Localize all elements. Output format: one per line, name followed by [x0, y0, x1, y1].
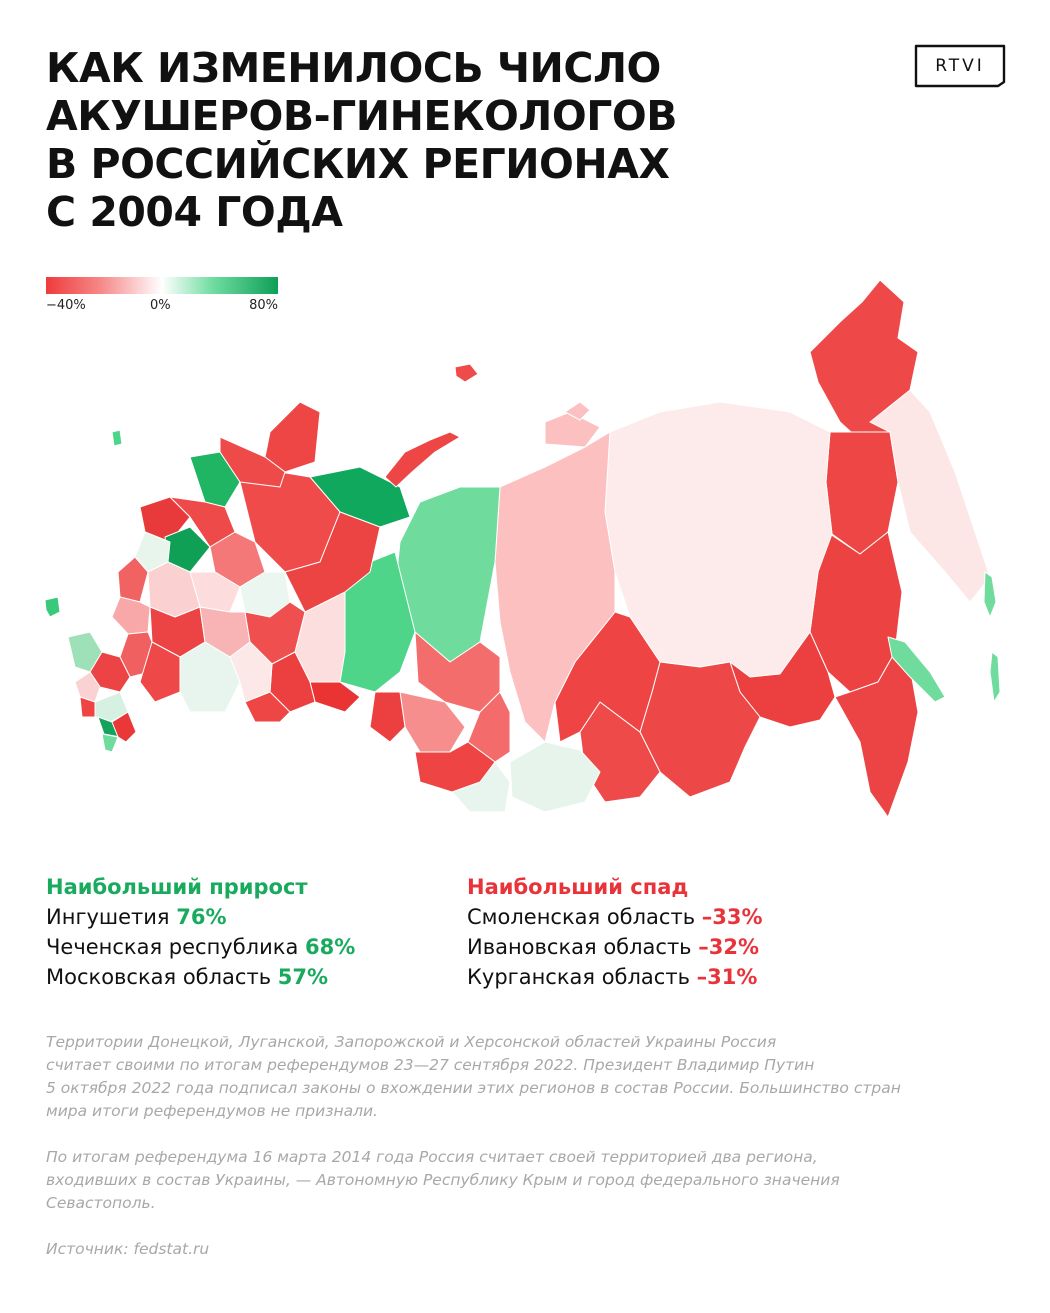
note-line: считает своими по итогам референдумов 23… [46, 1056, 815, 1074]
map-region [509, 741, 601, 813]
map-region [887, 636, 946, 703]
map-region [111, 711, 137, 743]
territory-note: Территории Донецкой, Луганской, Запорожс… [46, 1031, 1006, 1123]
map-region [414, 741, 496, 793]
map-region [564, 401, 591, 421]
map-region [139, 496, 191, 543]
region-name: Смоленская область [467, 905, 696, 929]
decline-item: Курганская область –31% [467, 962, 763, 992]
map-region [869, 389, 991, 603]
legend-mid-label: 0% [150, 298, 171, 313]
top-growth-list: Наибольший прирост Ингушетия 76% Чеченск… [46, 872, 355, 992]
growth-heading: Наибольший прирост [46, 875, 308, 899]
region-name: Ингушетия [46, 905, 170, 929]
region-value: –33% [701, 905, 763, 929]
map-region [219, 436, 286, 488]
region-value: –32% [698, 935, 760, 959]
map-region [79, 696, 96, 718]
legend-min-label: −40% [46, 298, 86, 313]
region-name: Московская область [46, 965, 272, 989]
map-region [244, 691, 291, 723]
map-region [284, 511, 381, 613]
decline-heading: Наибольший спад [467, 875, 689, 899]
title-line: В РОССИЙСКИХ РЕГИОНАХ [46, 140, 670, 188]
region-name: Курганская область [467, 965, 690, 989]
russia-choropleth-map [44, 279, 1001, 818]
region-name: Чеченская республика [46, 935, 299, 959]
map-region [101, 733, 119, 753]
map-region [111, 429, 123, 447]
decline-item: Ивановская область –32% [467, 932, 763, 962]
region-value: 57% [277, 965, 329, 989]
footnotes: Территории Донецкой, Луганской, Запорожс… [46, 1031, 1006, 1284]
map-region [989, 651, 1001, 703]
source-text: Источник: fedstat.ru [46, 1240, 210, 1258]
title-line: С 2004 ГОДА [46, 188, 343, 236]
map-region [139, 641, 181, 703]
color-legend: −40% 0% 80% [46, 277, 278, 317]
map-region [44, 596, 61, 618]
legend-max-label: 80% [249, 298, 278, 313]
growth-item: Ингушетия 76% [46, 902, 355, 932]
region-value: 68% [305, 935, 356, 959]
map-region [579, 701, 661, 803]
map-region [309, 681, 361, 713]
note-line: входивших в состав Украины, — Автономную… [46, 1171, 840, 1189]
note-line: мира итоги референдумов не признали. [46, 1102, 378, 1120]
map-region [369, 691, 406, 743]
region-value: –31% [696, 965, 758, 989]
map-region [189, 451, 241, 508]
map-region [147, 561, 201, 618]
map-region [384, 431, 461, 488]
title-line: КАК ИЗМЕНИЛОСЬ ЧИСЛО [46, 44, 661, 92]
map-region [264, 401, 321, 473]
note-line: Территории Донецкой, Луганской, Запорожс… [46, 1033, 777, 1051]
map-region [179, 641, 241, 713]
map-region [494, 431, 616, 743]
growth-item: Московская область 57% [46, 962, 355, 992]
logo-text: RTVI [935, 56, 985, 76]
map-region [454, 363, 479, 383]
source-note: Источник: fedstat.ru [46, 1238, 1006, 1261]
logo-frame-icon [914, 44, 1006, 88]
legend-gradient-bar [46, 277, 278, 294]
top-decline-list: Наибольший спад Смоленская область –33% … [467, 872, 763, 992]
map-region [111, 596, 151, 635]
rtvi-logo: RTVI [914, 44, 1006, 88]
region-name: Ивановская область [467, 935, 692, 959]
decline-item: Смоленская область –33% [467, 902, 763, 932]
crimea-note: По итогам референдума 16 марта 2014 года… [46, 1146, 1006, 1215]
note-line: Севастополь. [46, 1194, 156, 1212]
growth-item: Чеченская республика 68% [46, 932, 355, 962]
title-line: АКУШЕРОВ-ГИНЕКОЛОГОВ [46, 92, 677, 140]
page-title: КАК ИЗМЕНИЛОСЬ ЧИСЛО АКУШЕРОВ-ГИНЕКОЛОГО… [46, 44, 677, 236]
map-region [983, 571, 997, 618]
region-value: 76% [176, 905, 227, 929]
map-region [544, 411, 601, 448]
map-region [834, 651, 919, 818]
note-line: 5 октября 2022 года подписал законы о вх… [46, 1079, 901, 1097]
note-line: По итогам референдума 16 марта 2014 года… [46, 1148, 818, 1166]
